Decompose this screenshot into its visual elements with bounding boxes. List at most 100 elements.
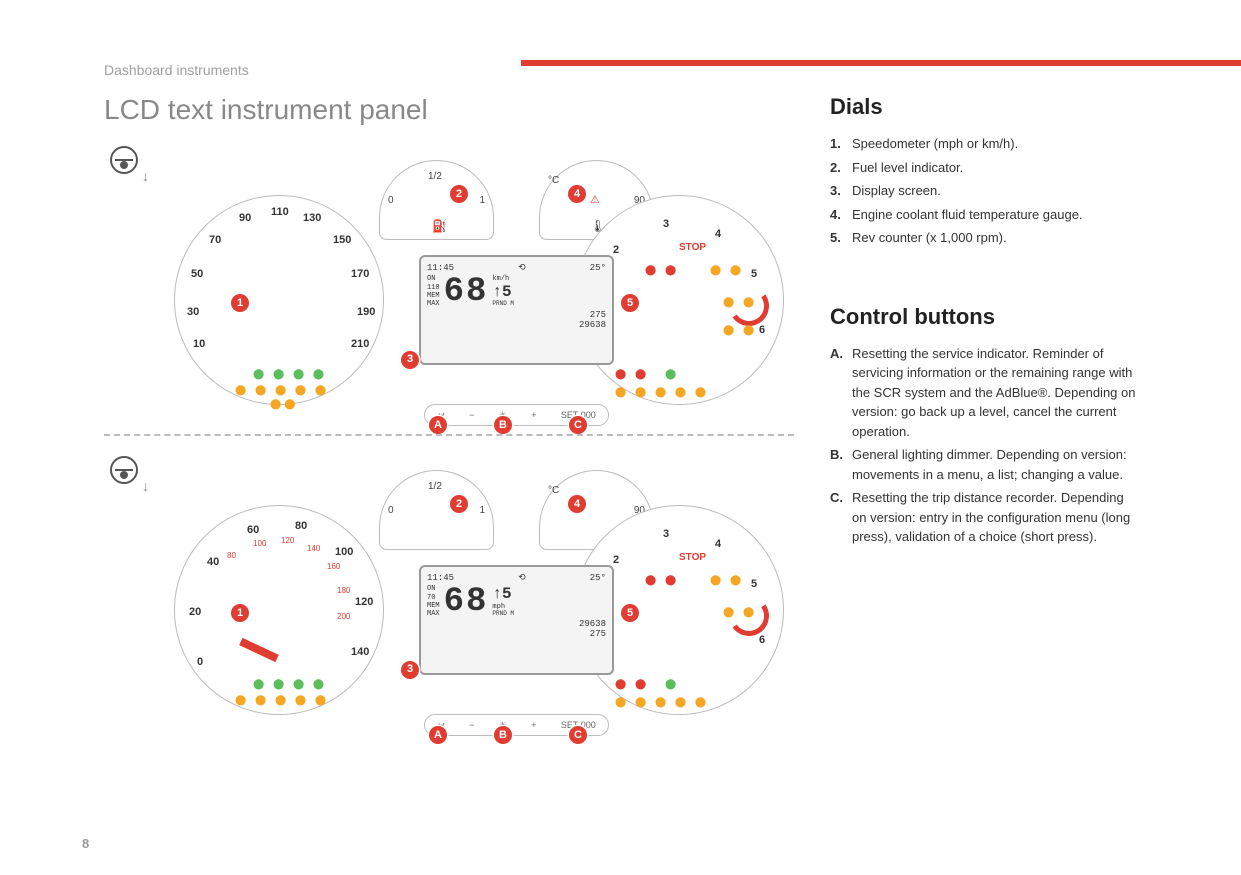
callout-marker-3: 3 (401, 661, 419, 679)
list-key: C. (830, 488, 852, 547)
tick-label: 3 (663, 528, 669, 540)
tick-label: 70 (209, 234, 221, 246)
lcd-gear: PRND M (492, 301, 514, 308)
gauge-tick: 0 (388, 505, 394, 516)
callout-marker-4: 4 (568, 185, 586, 203)
tick-label: 50 (191, 268, 203, 280)
instrument-cluster-kmh: 10 30 50 70 90 110 130 150 170 190 210 1… (174, 140, 784, 420)
tick-label: 2 (613, 554, 619, 566)
list-text: Rev counter (x 1,000 rpm). (852, 228, 1140, 248)
list-key: 5. (830, 228, 852, 248)
lcd-mem: MEM (427, 602, 440, 610)
inner-scale: 160 (327, 562, 340, 571)
list-item: A.Resetting the service indicator. Remin… (830, 344, 1140, 442)
tick-label: 4 (715, 228, 721, 240)
seatbelt-icon: ⚠ (590, 193, 600, 206)
fuel-gauge: 0 1/2 1 2 (379, 470, 494, 550)
list-item: B.General lighting dimmer. Depending on … (830, 445, 1140, 484)
tick-label: 30 (187, 306, 199, 318)
tick-label: 190 (357, 306, 375, 318)
list-text: Resetting the service indicator. Reminde… (852, 344, 1140, 442)
warning-lights-row: ⬤ ⬤ ⬤ ⬤ (253, 678, 327, 692)
button-b-plus: + (531, 720, 536, 730)
lcd-max: MAX (427, 300, 440, 308)
tick-label: 6 (759, 324, 765, 336)
controls-heading: Control buttons (830, 304, 1140, 330)
lcd-shift-indicator: ↑5 (492, 586, 514, 604)
list-key: 3. (830, 181, 852, 201)
gauge-tick: °C (548, 485, 559, 496)
lcd-auto-icon: ⟲ (518, 573, 526, 583)
warning-lights-row: ⬤ ⬤ (723, 296, 757, 310)
instrument-cluster-mph: 0 20 40 60 80 100 120 140 80 100 120 140… (174, 450, 784, 730)
warning-lights-row: ⬤ (665, 368, 679, 382)
callout-marker-1: 1 (231, 604, 249, 622)
callout-marker-5: 5 (621, 604, 639, 622)
description-column: Dials 1.Speedometer (mph or km/h). 2.Fue… (830, 94, 1140, 551)
lcd-odometer: 29638 (579, 320, 606, 330)
list-key: 4. (830, 205, 852, 225)
list-item: 3.Display screen. (830, 181, 1140, 201)
variant-divider (104, 434, 794, 436)
tick-label: 20 (189, 606, 201, 618)
controls-list: A.Resetting the service indicator. Remin… (830, 344, 1140, 547)
speedometer-dial: 10 30 50 70 90 110 130 150 170 190 210 1… (174, 195, 384, 405)
lcd-trip: 275 (590, 629, 606, 639)
lcd-speed-value: 68 (444, 585, 489, 619)
warning-lights-row: ⬤ ⬤ ⬤ ⬤ ⬤ (235, 384, 329, 398)
stop-label: STOP (679, 242, 706, 253)
tick-label: 6 (759, 634, 765, 646)
button-b-minus: − (469, 410, 474, 420)
button-b-plus: + (531, 410, 536, 420)
tick-label: 90 (239, 212, 251, 224)
callout-marker-5: 5 (621, 294, 639, 312)
warning-lights-row: ⬤ ⬤ ⬤ ⬤ (253, 368, 327, 382)
callout-marker-3: 3 (401, 351, 419, 369)
list-text: General lighting dimmer. Depending on ve… (852, 445, 1140, 484)
callout-marker-b: B (494, 416, 512, 434)
lcd-display-screen: 11:45 ⟲ 25° ON 110 MEM MAX 68 km/h ↑5 PR… (419, 255, 614, 365)
tick-label: 5 (751, 268, 757, 280)
tick-label: 80 (295, 520, 307, 532)
callout-marker-2: 2 (450, 185, 468, 203)
variant-indicator-icon: ↓ (142, 168, 149, 184)
callout-marker-b: B (494, 726, 512, 744)
list-text: Display screen. (852, 181, 1140, 201)
inner-scale: 80 (227, 551, 236, 560)
warning-lights-row: ⬤ ⬤ ⬤ ⬤ ⬤ (615, 386, 709, 400)
lcd-cruise-set: 110 (427, 284, 440, 292)
steering-wheel-icon (110, 456, 138, 484)
lcd-speed-value: 68 (444, 275, 489, 309)
speedo-needle (239, 638, 279, 662)
lcd-display-screen: 11:45 ⟲ 25° ON 70 MEM MAX 68 ↑5 mph PRND… (419, 565, 614, 675)
tick-label: 3 (663, 218, 669, 230)
tick-label: 4 (715, 538, 721, 550)
fuel-gauge: 0 1/2 1 2 ⛽ (379, 160, 494, 240)
list-key: 2. (830, 158, 852, 178)
tick-label: 10 (193, 338, 205, 350)
tick-label: 60 (247, 524, 259, 536)
warning-lights-row: ⬤ ⬤ ⬤ ⬤ ⬤ (235, 694, 329, 708)
lcd-mem: MEM (427, 292, 440, 300)
warning-lights-row: ⬤ ⬤ (723, 606, 757, 620)
callout-marker-a: A (429, 726, 447, 744)
gauge-tick: 0 (388, 195, 394, 206)
fuel-pump-icon: ⛽ (432, 219, 447, 233)
figure-instrument-clusters: ↓ ↓ 10 30 50 70 90 110 130 150 170 190 2… (104, 140, 794, 760)
tick-label: 0 (197, 656, 203, 668)
list-key: 1. (830, 134, 852, 154)
tick-label: 2 (613, 244, 619, 256)
tick-label: 210 (351, 338, 369, 350)
list-item: 4.Engine coolant fluid temperature gauge… (830, 205, 1140, 225)
lcd-auto-icon: ⟲ (518, 263, 526, 273)
lcd-gear: PRND M (492, 611, 514, 618)
warning-lights-row: ⬤⬤ (270, 398, 298, 412)
lcd-ext-temp: 25° (590, 263, 606, 273)
list-key: A. (830, 344, 852, 442)
list-item: 1.Speedometer (mph or km/h). (830, 134, 1140, 154)
gauge-tick: 1/2 (428, 171, 442, 182)
callout-marker-c: C (569, 726, 587, 744)
dials-list: 1.Speedometer (mph or km/h). 2.Fuel leve… (830, 134, 1140, 248)
callout-marker-4: 4 (568, 495, 586, 513)
lcd-odometer: 29638 (579, 619, 606, 629)
